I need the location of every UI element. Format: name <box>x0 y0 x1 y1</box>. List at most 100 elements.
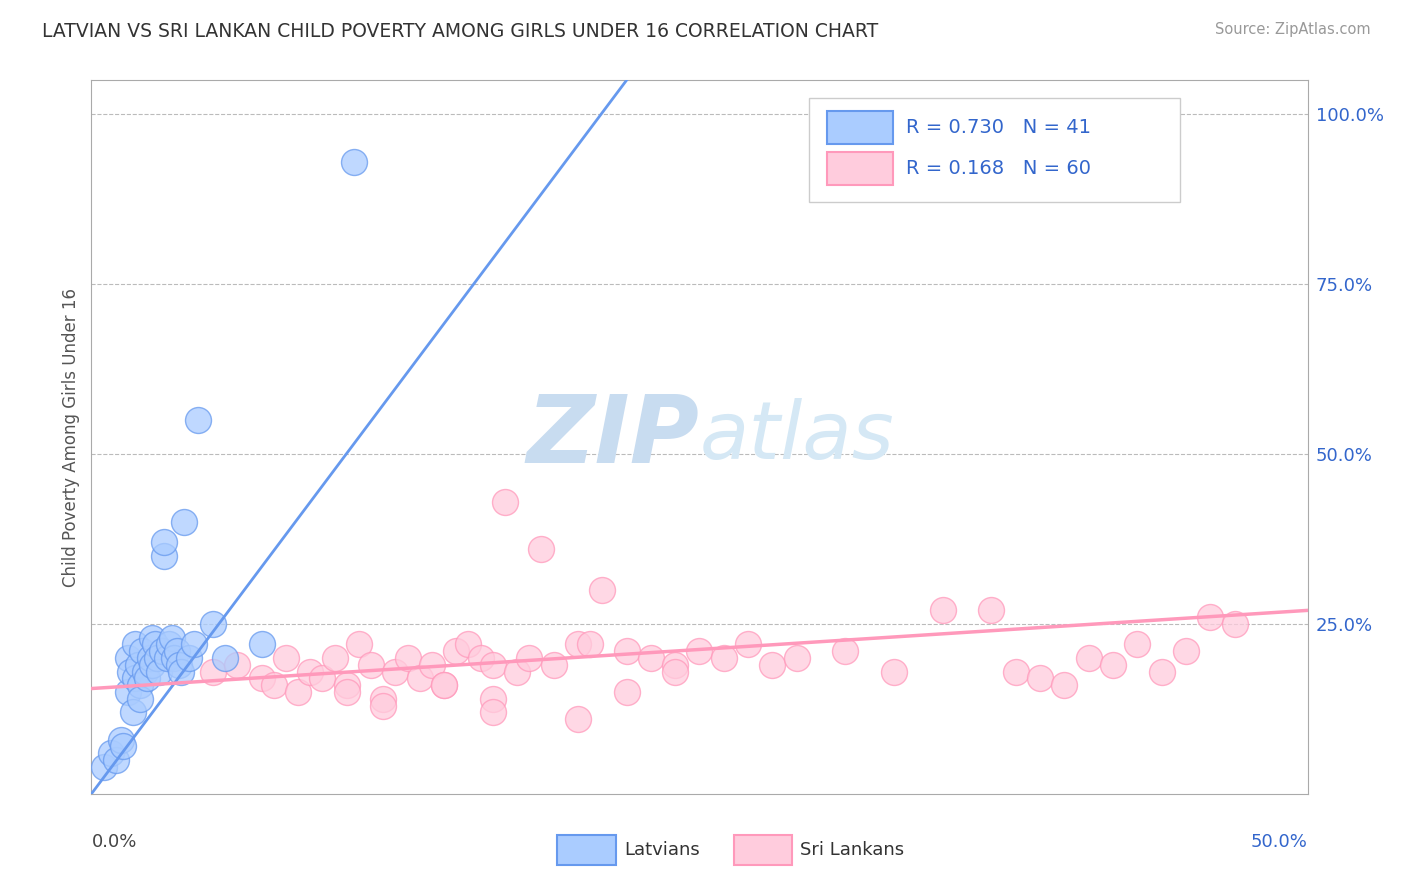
Point <box>117 685 139 699</box>
Point <box>150 644 173 658</box>
Point <box>1053 678 1076 692</box>
Point <box>110 732 132 747</box>
Point <box>163 651 186 665</box>
Point <box>931 603 953 617</box>
Text: LATVIAN VS SRI LANKAN CHILD POVERTY AMONG GIRLS UNDER 16 CORRELATION CHART: LATVIAN VS SRI LANKAN CHILD POVERTY AMON… <box>42 22 879 41</box>
Point <box>167 657 190 672</box>
Point <box>433 678 456 692</box>
Point <box>183 637 205 651</box>
Point <box>470 651 492 665</box>
Point <box>93 760 115 774</box>
Point <box>124 637 146 651</box>
Point <box>129 691 152 706</box>
FancyBboxPatch shape <box>734 835 792 865</box>
Point <box>214 651 236 665</box>
Point <box>1150 665 1173 679</box>
Point <box>616 685 638 699</box>
Point <box>373 698 395 713</box>
Point <box>146 651 169 665</box>
Point <box>1077 651 1099 665</box>
Point <box>170 665 193 679</box>
Point <box>530 542 553 557</box>
Point <box>160 631 183 645</box>
Point <box>420 657 443 672</box>
Text: Latvians: Latvians <box>624 841 700 859</box>
Point <box>250 637 273 651</box>
Y-axis label: Child Poverty Among Girls Under 16: Child Poverty Among Girls Under 16 <box>62 287 80 587</box>
Point <box>457 637 479 651</box>
Point <box>263 678 285 692</box>
Point <box>396 651 419 665</box>
Point <box>373 691 395 706</box>
Point <box>360 657 382 672</box>
FancyBboxPatch shape <box>827 153 893 186</box>
Point <box>157 637 180 651</box>
Point <box>761 657 783 672</box>
Point <box>177 651 200 665</box>
Point <box>579 637 602 651</box>
Point <box>226 657 249 672</box>
Point <box>481 691 503 706</box>
Point <box>299 665 322 679</box>
FancyBboxPatch shape <box>557 835 616 865</box>
Point <box>506 665 529 679</box>
Text: R = 0.730   N = 41: R = 0.730 N = 41 <box>907 118 1091 136</box>
Point <box>786 651 808 665</box>
Text: Source: ZipAtlas.com: Source: ZipAtlas.com <box>1215 22 1371 37</box>
Point <box>567 637 589 651</box>
FancyBboxPatch shape <box>808 98 1180 202</box>
Point <box>640 651 662 665</box>
Point <box>187 413 209 427</box>
Point <box>883 665 905 679</box>
Point <box>664 657 686 672</box>
Text: 50.0%: 50.0% <box>1251 833 1308 851</box>
Point <box>143 637 166 651</box>
Point <box>737 637 759 651</box>
Point <box>343 154 366 169</box>
Point <box>250 671 273 685</box>
Point <box>591 582 613 597</box>
Point <box>433 678 456 692</box>
Point <box>1223 617 1246 632</box>
Point <box>153 535 176 549</box>
Point <box>104 753 127 767</box>
Point <box>517 651 540 665</box>
Point <box>1102 657 1125 672</box>
Point <box>153 549 176 563</box>
Point <box>120 665 142 679</box>
Point <box>336 685 359 699</box>
Point <box>834 644 856 658</box>
Point <box>100 746 122 760</box>
Point <box>141 631 163 645</box>
Point <box>111 739 134 754</box>
Text: Sri Lankans: Sri Lankans <box>800 841 904 859</box>
Point <box>1004 665 1026 679</box>
Point <box>156 651 179 665</box>
Point <box>616 644 638 658</box>
Point <box>1199 610 1222 624</box>
Point <box>166 644 188 658</box>
Point <box>202 665 225 679</box>
Text: 0.0%: 0.0% <box>91 833 136 851</box>
Point <box>336 678 359 692</box>
Point <box>139 651 162 665</box>
Point <box>1175 644 1198 658</box>
Point <box>131 644 153 658</box>
Point <box>148 665 170 679</box>
Point <box>1126 637 1149 651</box>
Point <box>980 603 1002 617</box>
Point <box>124 671 146 685</box>
Point <box>134 665 156 679</box>
Point <box>129 678 152 692</box>
FancyBboxPatch shape <box>827 111 893 144</box>
Point <box>494 494 516 508</box>
Point <box>664 665 686 679</box>
Point <box>481 706 503 720</box>
Point <box>567 712 589 726</box>
Point <box>688 644 710 658</box>
Point <box>1029 671 1052 685</box>
Point <box>202 617 225 632</box>
Point <box>311 671 333 685</box>
Text: atlas: atlas <box>699 398 894 476</box>
Text: R = 0.168   N = 60: R = 0.168 N = 60 <box>907 160 1091 178</box>
